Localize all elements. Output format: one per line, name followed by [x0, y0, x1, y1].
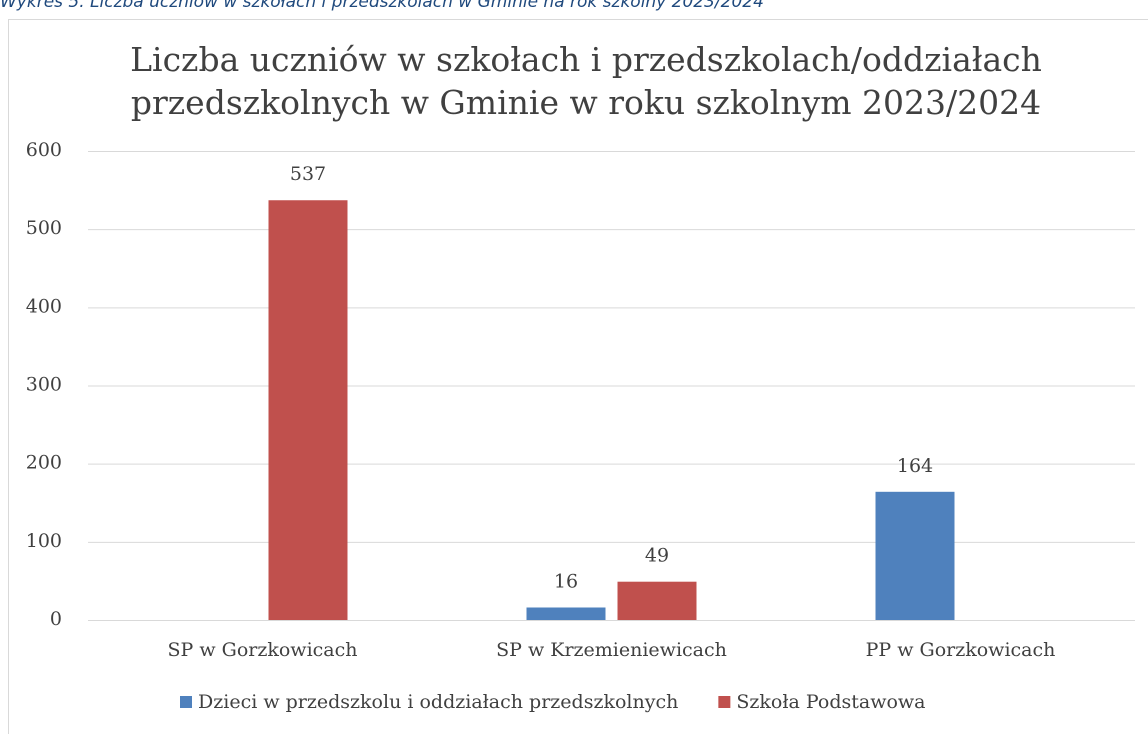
data-label: 49: [645, 545, 669, 567]
y-tick-label: 100: [26, 530, 62, 552]
bar: [526, 607, 606, 620]
y-tick-label: 200: [26, 452, 62, 474]
legend-label: Szkoła Podstawowa: [736, 691, 925, 713]
x-tick-label: SP w Krzemieniewicach: [496, 639, 727, 661]
data-label: 537: [290, 163, 326, 185]
chart-title: przedszkolnych w Gminie w roku szkolnym …: [131, 83, 1041, 122]
x-tick-label: SP w Gorzkowicach: [168, 639, 358, 661]
x-tick-label: PP w Gorzkowicach: [866, 639, 1056, 661]
y-tick-label: 500: [26, 217, 62, 239]
legend-label: Dzieci w przedszkolu i oddziałach przeds…: [198, 691, 678, 713]
bar: [875, 491, 955, 620]
chart-title: Liczba uczniów w szkołach i przedszkolac…: [130, 40, 1042, 79]
chart-frame: [8, 19, 1148, 734]
y-tick-label: 400: [26, 295, 62, 317]
data-label: 16: [554, 570, 578, 592]
data-label: 164: [897, 455, 933, 477]
y-tick-label: 0: [50, 608, 62, 630]
bar: [268, 200, 348, 620]
legend-swatch: [718, 696, 731, 708]
legend-swatch: [180, 696, 192, 708]
y-tick-label: 300: [26, 374, 62, 396]
bar: [617, 581, 697, 620]
caption: Wykres 5. Liczba uczniów w szkołach i pr…: [0, 0, 764, 12]
y-tick-label: 600: [26, 139, 62, 161]
